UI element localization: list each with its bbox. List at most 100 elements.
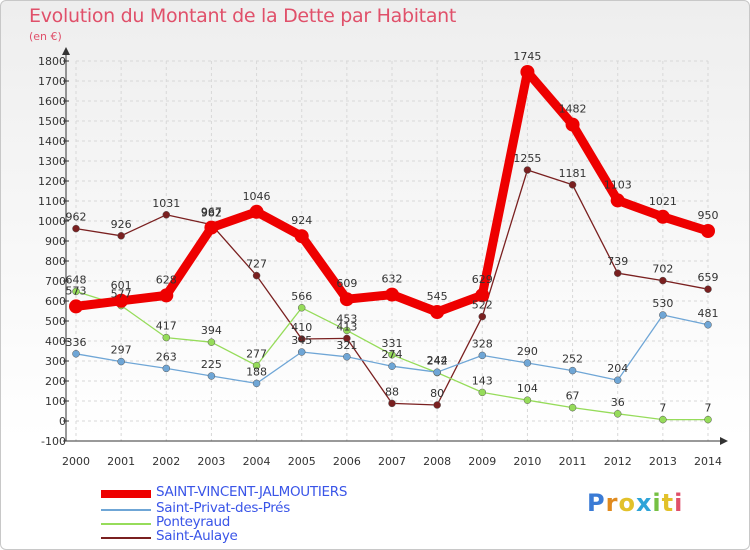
data-label: 950 (698, 209, 719, 222)
data-label: 632 (382, 273, 403, 286)
legend-label: Saint-Privat-des-Prés (156, 500, 290, 516)
x-tick-label: 2007 (378, 455, 406, 468)
data-label: 739 (607, 255, 628, 268)
data-label: 104 (517, 382, 538, 395)
y-tick-label: 0 (59, 415, 66, 428)
data-label: 336 (66, 336, 87, 349)
data-point (207, 372, 216, 380)
data-label: 7 (659, 402, 666, 415)
data-point (430, 305, 445, 319)
data-label: 331 (382, 337, 403, 350)
unit-label: (en €) (29, 30, 62, 43)
data-label: 648 (66, 273, 87, 286)
data-label: 328 (472, 337, 493, 350)
data-label: 274 (382, 348, 403, 361)
data-point (565, 117, 580, 132)
y-tick-label: 1700 (38, 75, 66, 88)
chart-title: Evolution du Montant de la Dette par Hab… (29, 5, 457, 27)
data-label: 982 (201, 207, 222, 220)
data-label: 566 (291, 290, 312, 303)
y-tick-label: 200 (45, 375, 66, 388)
data-point (252, 379, 261, 388)
data-label: 252 (562, 353, 583, 366)
legend-label: Saint-Aulaye (156, 528, 238, 544)
data-label: 345 (291, 334, 312, 347)
x-tick-label: 2002 (152, 455, 180, 468)
data-label: 410 (291, 321, 312, 334)
data-point (523, 359, 532, 367)
data-label: 453 (336, 312, 357, 325)
data-label: 36 (611, 396, 625, 409)
data-point (613, 376, 622, 384)
data-point (297, 335, 306, 343)
data-label: 277 (246, 348, 267, 361)
legend-swatch (101, 509, 151, 511)
data-point (297, 304, 306, 312)
data-label: 413 (336, 320, 357, 333)
y-tick-label: 1500 (38, 115, 66, 128)
data-point (162, 364, 171, 373)
data-point (252, 361, 261, 370)
data-label: 573 (66, 284, 87, 297)
data-label: 88 (385, 385, 399, 398)
x-tick-label: 2010 (513, 455, 541, 468)
data-point (249, 204, 264, 219)
legend-swatch (101, 490, 151, 498)
data-point (613, 269, 622, 277)
data-point (72, 224, 80, 233)
y-tick-label: 1800 (38, 55, 66, 68)
data-point (343, 334, 351, 343)
data-label: 727 (246, 258, 267, 271)
data-point (204, 220, 219, 235)
data-label: 297 (111, 344, 132, 357)
data-label: 702 (652, 263, 673, 276)
data-label: 924 (291, 214, 312, 227)
data-label: 244 (427, 354, 448, 367)
data-label: 967 (201, 206, 222, 219)
proxiti-logo: Proxiti (587, 489, 684, 517)
data-label: 522 (472, 299, 493, 312)
data-point (117, 232, 125, 240)
legend-swatch (101, 537, 151, 539)
y-tick-label: 1000 (38, 215, 66, 228)
x-tick-label: 2003 (197, 455, 225, 468)
data-label: 629 (472, 273, 493, 286)
data-point (523, 396, 532, 404)
data-label: 1046 (243, 190, 271, 203)
data-label: 225 (201, 358, 222, 371)
data-point (613, 410, 622, 418)
y-tick-label: 500 (45, 315, 66, 328)
data-label: 659 (698, 271, 719, 284)
data-label: 394 (201, 324, 222, 337)
y-tick-label: 1600 (38, 95, 66, 108)
x-tick-label: 2014 (694, 455, 722, 468)
y-tick-label: 600 (45, 295, 66, 308)
data-label: 926 (111, 218, 132, 231)
data-label: 80 (430, 387, 444, 400)
y-tick-label: 800 (45, 255, 66, 268)
data-point (704, 415, 712, 424)
y-tick-label: 900 (45, 235, 66, 248)
data-label: 1482 (559, 103, 587, 116)
data-label: 1031 (152, 197, 180, 210)
y-tick-label: 100 (45, 395, 66, 408)
data-point (114, 293, 129, 308)
data-point (162, 333, 171, 342)
data-point (297, 348, 306, 356)
data-label: 1745 (513, 50, 541, 63)
data-point (207, 338, 216, 346)
data-label: 1181 (559, 167, 587, 180)
data-point (433, 368, 441, 376)
data-point (659, 311, 667, 319)
y-tick-label: 1200 (38, 175, 66, 188)
data-label: 321 (336, 339, 357, 352)
y-tick-label: 300 (45, 355, 66, 368)
data-point (388, 399, 396, 408)
data-point (69, 299, 83, 314)
data-point (520, 65, 535, 79)
data-label: 1255 (513, 152, 541, 165)
y-tick-label: 1400 (38, 135, 66, 148)
legend-swatch (101, 523, 151, 525)
data-point (475, 288, 490, 303)
